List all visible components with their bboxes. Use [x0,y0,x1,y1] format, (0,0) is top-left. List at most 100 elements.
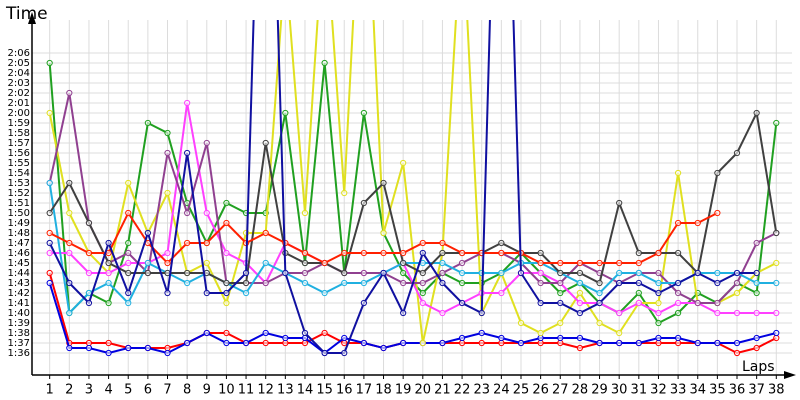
lap-point [773,279,780,287]
lap-point [105,299,112,307]
lap-point [655,289,662,297]
lap-point [478,309,485,317]
x-tick-label: 28 [572,383,589,398]
x-tick-label: 38 [768,383,785,398]
lap-point [282,269,289,277]
y-tick-label: 2:03 [8,78,30,89]
lap-point [733,349,741,357]
lap-point [596,279,603,287]
lap-point [616,329,623,337]
lap-point [753,334,760,342]
lap-point [46,209,53,217]
y-tick-label: 1:45 [8,258,30,269]
lap-point [46,239,53,247]
x-tick-label: 35 [709,383,726,398]
lap-point [341,334,348,342]
lap-point [164,289,171,297]
lap-point [557,334,564,342]
lap-point [537,279,544,287]
y-tick-label: 1:39 [8,318,30,329]
y-tick-label: 1:43 [8,278,30,289]
y-tick-label: 1:47 [8,238,30,249]
y-tick-label: 1:36 [8,348,30,359]
lap-point [341,189,348,197]
lap-point [419,269,426,277]
lap-point [694,269,701,277]
lap-point [537,269,544,277]
lap-point [733,289,741,297]
lap-point [242,269,250,277]
lap-point [105,269,112,277]
lap-point [360,269,367,277]
lap-point [635,339,642,347]
lap-point [655,249,662,257]
lap-point [596,299,603,307]
x-tick-label: 18 [375,383,392,398]
lap-point [478,329,485,337]
lap-point [537,339,544,347]
y-tick-label: 1:41 [8,298,30,309]
lap-point [301,339,309,347]
lap-point [694,339,701,347]
lap-point [498,339,505,347]
lap-point [517,269,525,277]
lap-point [458,334,466,342]
lap-point [458,299,466,307]
lap-point [125,259,132,267]
lap-point [733,149,741,157]
lap-point [184,239,191,247]
lap-point [733,339,741,347]
x-tick-label: 14 [297,383,314,398]
lap-point [85,269,93,277]
lap-point [223,249,230,257]
x-tick-label: 23 [473,383,490,398]
x-tick-label: 9 [203,383,211,398]
lap-point [655,319,662,327]
lap-point [262,139,269,147]
lap-point [400,339,407,347]
lap-point [773,259,780,267]
lap-point [616,339,623,347]
lap-point [537,249,544,257]
lap-point [262,259,269,267]
lap-point [321,289,328,297]
lap-point [301,249,309,257]
x-tick-label: 30 [611,383,628,398]
lap-point [537,334,544,342]
lap-point [674,309,682,317]
lap-point [85,339,93,347]
series-line [48,92,777,304]
lap-point [66,209,73,217]
lap-point [635,299,642,307]
lap-point [694,219,701,227]
lap-point [419,249,426,257]
lap-point [321,349,328,357]
lap-point [242,279,250,287]
lap-point [714,169,721,177]
x-tick-label: 16 [336,383,353,398]
lap-point [400,279,407,287]
lap-point [66,179,73,187]
lap-point [66,239,73,247]
lap-point [576,289,584,297]
lap-point [164,249,171,257]
x-tick-label: 5 [124,383,132,398]
lap-point [125,344,132,352]
lap-point [458,269,466,277]
lap-point [616,259,623,267]
y-tick-label: 1:54 [8,168,30,179]
lap-point [144,259,151,267]
lap-point [674,169,682,177]
x-tick-label: 27 [552,383,569,398]
lap-point [341,349,348,357]
lap-point [655,339,662,347]
lap-point [282,109,289,117]
lap-point [419,289,426,297]
lap-point [262,339,269,347]
lap-point [616,279,623,287]
lap-point [282,334,289,342]
lap-point [262,329,269,337]
x-tick-label: 26 [532,383,549,398]
lap-point [321,259,328,267]
lap-point [400,259,407,267]
